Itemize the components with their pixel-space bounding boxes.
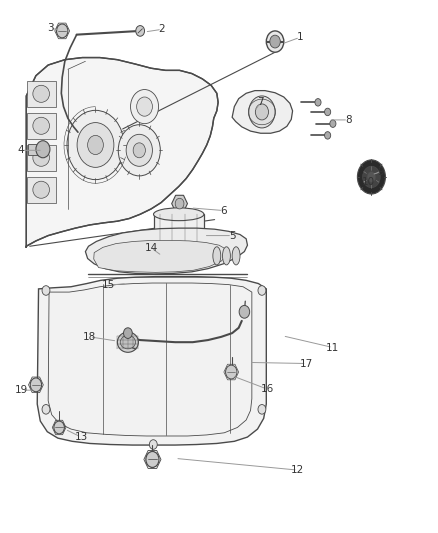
Text: 3: 3	[47, 23, 54, 33]
Polygon shape	[85, 228, 247, 274]
Circle shape	[258, 405, 266, 414]
Ellipse shape	[33, 85, 49, 102]
Circle shape	[30, 378, 42, 392]
Polygon shape	[232, 91, 293, 133]
Text: 9: 9	[378, 167, 385, 176]
Ellipse shape	[120, 336, 135, 349]
Circle shape	[258, 286, 266, 295]
Bar	[28, 144, 42, 155]
Ellipse shape	[33, 149, 49, 166]
Ellipse shape	[33, 117, 49, 134]
Text: 6: 6	[220, 206, 227, 215]
Bar	[27, 145, 56, 171]
Text: 18: 18	[83, 332, 96, 342]
Bar	[27, 81, 56, 107]
Circle shape	[325, 132, 331, 139]
Circle shape	[42, 405, 50, 414]
Text: 10: 10	[361, 177, 374, 187]
Text: 12: 12	[291, 465, 304, 475]
Circle shape	[149, 440, 157, 449]
Text: 15: 15	[102, 280, 115, 290]
Text: 1: 1	[297, 33, 304, 42]
Circle shape	[357, 160, 385, 194]
Text: 7: 7	[257, 98, 264, 107]
Ellipse shape	[153, 246, 204, 259]
Text: 19: 19	[15, 385, 28, 395]
Text: 11: 11	[326, 343, 339, 352]
Circle shape	[239, 305, 250, 318]
Ellipse shape	[117, 332, 138, 352]
Text: 4: 4	[18, 146, 25, 155]
Circle shape	[325, 108, 331, 116]
Circle shape	[226, 365, 237, 379]
Bar	[153, 214, 204, 253]
Ellipse shape	[232, 247, 240, 265]
Text: 2: 2	[159, 25, 166, 34]
Circle shape	[136, 26, 145, 36]
Ellipse shape	[33, 181, 49, 198]
Bar	[27, 113, 56, 139]
Ellipse shape	[153, 208, 204, 221]
Circle shape	[255, 104, 268, 120]
Circle shape	[42, 286, 50, 295]
Circle shape	[126, 134, 152, 166]
Circle shape	[146, 451, 159, 467]
Text: 8: 8	[345, 115, 352, 125]
Polygon shape	[172, 195, 187, 212]
Text: 14: 14	[145, 243, 158, 253]
Text: 13: 13	[74, 432, 88, 442]
Circle shape	[363, 166, 380, 188]
Circle shape	[315, 99, 321, 106]
Circle shape	[270, 35, 280, 48]
Polygon shape	[94, 240, 227, 272]
Circle shape	[118, 125, 160, 176]
Circle shape	[67, 110, 124, 180]
Circle shape	[124, 328, 132, 338]
Bar	[27, 177, 56, 203]
Circle shape	[175, 198, 184, 209]
Circle shape	[249, 96, 275, 128]
Text: 16: 16	[261, 384, 274, 394]
Polygon shape	[37, 277, 266, 445]
Circle shape	[137, 97, 152, 116]
Circle shape	[266, 31, 284, 52]
Ellipse shape	[223, 247, 230, 265]
Polygon shape	[26, 58, 218, 248]
Text: 5: 5	[229, 231, 236, 240]
Circle shape	[77, 123, 114, 167]
Ellipse shape	[213, 247, 221, 265]
Circle shape	[131, 90, 159, 124]
Circle shape	[330, 120, 336, 127]
Circle shape	[88, 135, 103, 155]
Circle shape	[54, 421, 64, 434]
Circle shape	[133, 143, 145, 158]
Circle shape	[57, 24, 68, 38]
Circle shape	[36, 141, 50, 158]
Text: 17: 17	[300, 359, 313, 368]
Circle shape	[367, 172, 376, 182]
